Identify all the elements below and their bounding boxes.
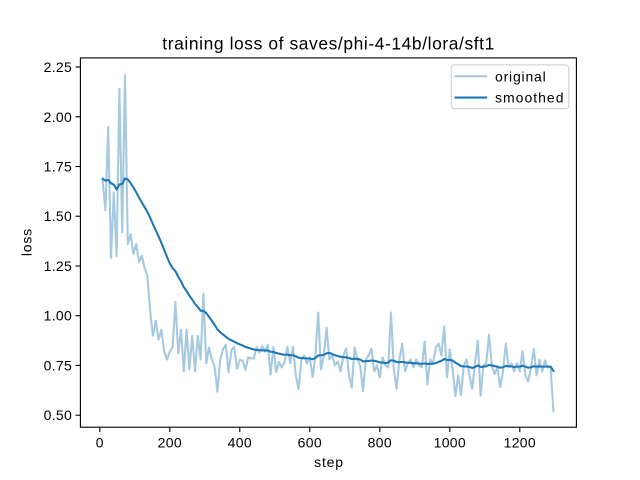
svg-text:0.75: 0.75 — [44, 357, 72, 373]
svg-text:400: 400 — [228, 435, 252, 451]
svg-text:step: step — [314, 454, 344, 470]
svg-text:1.75: 1.75 — [44, 159, 72, 175]
svg-text:800: 800 — [368, 435, 392, 451]
svg-text:1.25: 1.25 — [44, 258, 72, 274]
svg-text:2.00: 2.00 — [44, 109, 72, 125]
svg-text:2.25: 2.25 — [44, 59, 72, 75]
svg-text:smoothed: smoothed — [495, 90, 564, 106]
svg-text:training loss of saves/phi-4-1: training loss of saves/phi-4-14b/lora/sf… — [162, 33, 495, 53]
svg-text:1.50: 1.50 — [44, 208, 72, 224]
svg-text:1.00: 1.00 — [44, 308, 72, 324]
svg-text:200: 200 — [158, 435, 182, 451]
svg-text:1200: 1200 — [504, 435, 536, 451]
svg-text:0: 0 — [96, 435, 104, 451]
svg-text:original: original — [495, 68, 547, 84]
svg-text:600: 600 — [298, 435, 322, 451]
svg-text:loss: loss — [19, 228, 35, 256]
svg-text:1000: 1000 — [434, 435, 466, 451]
svg-text:0.50: 0.50 — [44, 407, 72, 423]
